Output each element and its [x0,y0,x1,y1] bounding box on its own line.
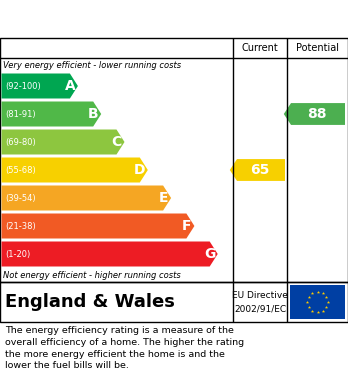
Text: D: D [134,163,145,177]
Text: (69-80): (69-80) [5,138,36,147]
Polygon shape [1,129,125,154]
Text: EU Directive: EU Directive [232,292,288,301]
Text: (81-91): (81-91) [5,109,35,118]
Text: Very energy efficient - lower running costs: Very energy efficient - lower running co… [3,61,181,70]
Text: 88: 88 [307,107,326,121]
Polygon shape [1,102,101,127]
Text: The energy efficiency rating is a measure of the
overall efficiency of a home. T: The energy efficiency rating is a measur… [5,326,244,370]
Polygon shape [1,74,78,99]
Text: (21-38): (21-38) [5,221,36,231]
Text: F: F [182,219,191,233]
Polygon shape [1,185,171,210]
Bar [290,285,345,319]
Text: Potential: Potential [296,43,339,53]
Text: Current: Current [242,43,278,53]
Text: C: C [111,135,121,149]
Text: 2002/91/EC: 2002/91/EC [234,305,286,314]
Polygon shape [1,213,195,239]
Text: (92-100): (92-100) [5,81,41,90]
Text: G: G [204,247,215,261]
Text: 65: 65 [250,163,269,177]
Text: Not energy efficient - higher running costs: Not energy efficient - higher running co… [3,271,181,280]
Polygon shape [284,103,345,125]
Text: A: A [64,79,75,93]
Polygon shape [230,159,285,181]
Polygon shape [1,158,148,183]
Text: England & Wales: England & Wales [5,293,175,311]
Text: (39-54): (39-54) [5,194,35,203]
Text: (1-20): (1-20) [5,249,30,258]
Text: B: B [88,107,98,121]
Text: Energy Efficiency Rating: Energy Efficiency Rating [10,10,239,28]
Text: E: E [158,191,168,205]
Polygon shape [1,242,218,267]
Text: (55-68): (55-68) [5,165,36,174]
